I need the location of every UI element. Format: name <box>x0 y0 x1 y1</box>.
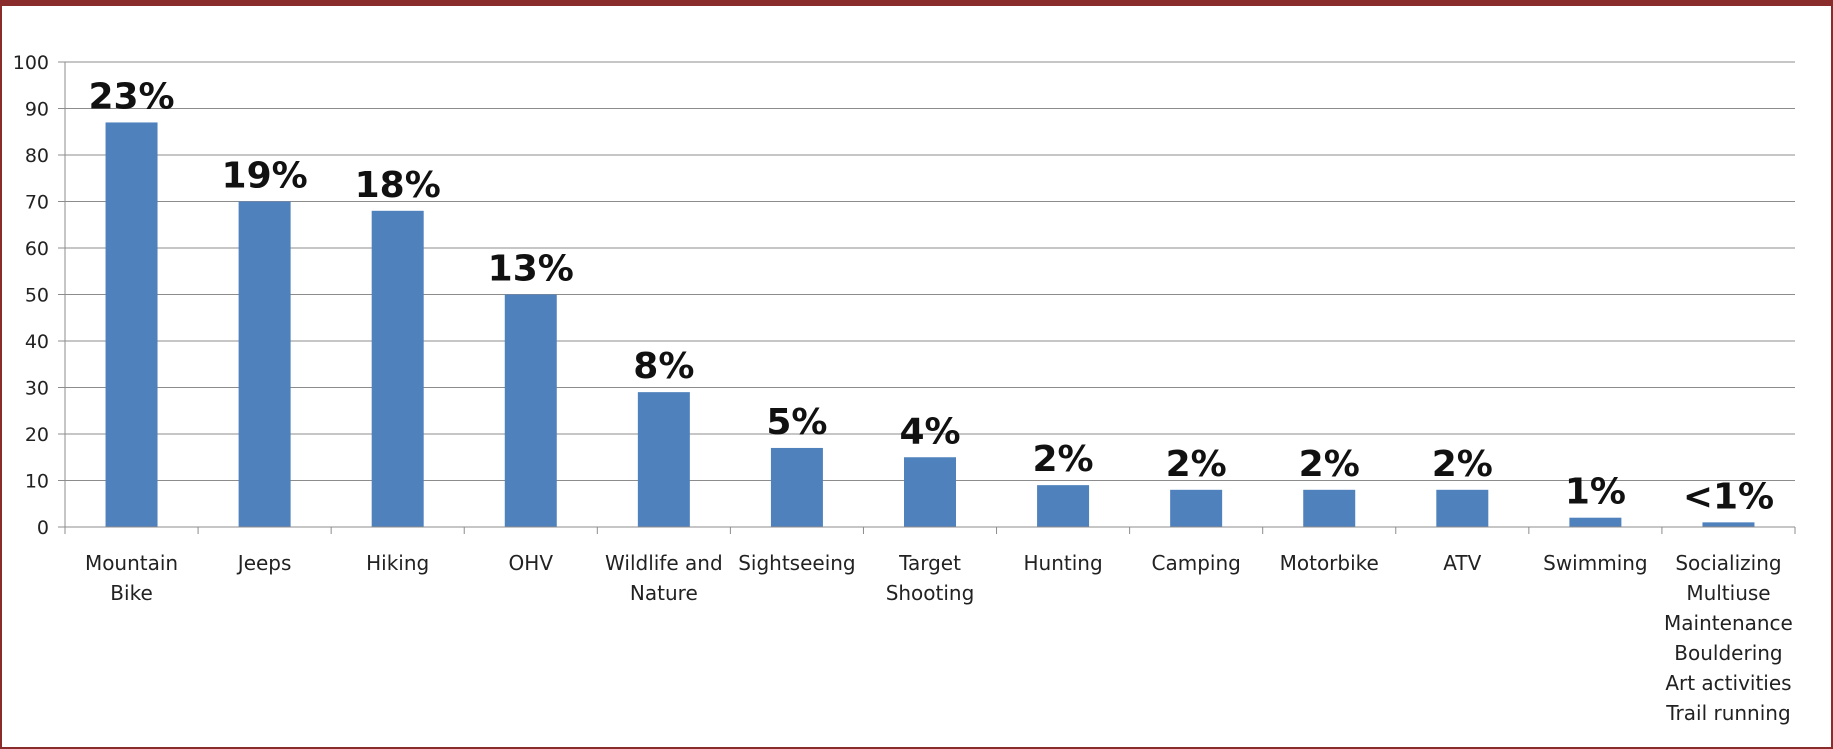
data-labels: 23% 19% 18% 13% 8% 5% 4% 2% 2% 2% 2% 1% <1% <box>88 76 1774 517</box>
x-category-label: Hunting <box>1023 551 1102 575</box>
x-category-label: Maintenance <box>1664 611 1793 635</box>
x-category-label: Jeeps <box>236 551 292 575</box>
bar <box>238 201 291 527</box>
x-category-label: Sightseeing <box>738 551 855 575</box>
data-label: 1% <box>1565 472 1626 513</box>
data-label: 5% <box>766 402 827 443</box>
bar <box>504 294 557 527</box>
bar <box>1702 522 1755 527</box>
x-category-label: Hiking <box>366 551 429 575</box>
data-label: 8% <box>633 346 694 387</box>
data-label: 13% <box>488 249 574 290</box>
x-category-label: Wildlife and <box>605 551 723 575</box>
bar <box>371 210 424 528</box>
x-category-label: Swimming <box>1543 551 1648 575</box>
data-label: <1% <box>1683 476 1774 517</box>
x-category-label: Shooting <box>886 581 975 605</box>
y-tick-label: 50 <box>25 285 49 307</box>
y-tick-label: 20 <box>25 424 49 446</box>
y-tick-label: 70 <box>25 192 49 214</box>
y-tick-label: 30 <box>25 378 49 400</box>
data-label: 2% <box>1299 444 1360 485</box>
y-tick-label: 10 <box>25 471 49 493</box>
x-category-label: Bike <box>110 581 152 605</box>
y-tick-label: 0 <box>37 517 49 539</box>
x-category-label: Camping <box>1151 551 1240 575</box>
y-tick-label: 60 <box>25 238 49 260</box>
x-category-label: Socializing <box>1675 551 1781 575</box>
y-axis-ticks: 0 10 20 30 40 50 60 70 80 90 100 <box>13 52 65 539</box>
x-category-label: Nature <box>630 581 698 605</box>
data-label: 2% <box>1432 444 1493 485</box>
x-category-label: Mountain <box>85 551 178 575</box>
x-category-label: Art activities <box>1665 671 1791 695</box>
data-label: 2% <box>1033 439 1094 480</box>
bar <box>637 392 690 527</box>
data-label: 19% <box>222 156 308 197</box>
x-axis-categories: Mountain Bike Jeeps Hiking OHV Wildlife and Na… <box>85 551 1793 725</box>
bar <box>904 457 956 527</box>
y-tick-label: 80 <box>25 145 49 167</box>
bar <box>770 447 823 527</box>
bar <box>1303 489 1356 527</box>
data-label: 4% <box>899 411 960 452</box>
data-label: 2% <box>1166 444 1227 485</box>
gridlines <box>65 61 1795 481</box>
x-category-label: Motorbike <box>1280 551 1379 575</box>
bar <box>1170 489 1223 527</box>
bars <box>105 122 1755 528</box>
x-category-label: OHV <box>509 551 554 575</box>
bar <box>1037 485 1090 527</box>
data-label: 18% <box>355 165 441 206</box>
data-label: 23% <box>88 76 174 117</box>
y-tick-label: 90 <box>25 99 49 121</box>
y-tick-label: 100 <box>13 52 49 74</box>
x-category-label: Trail running <box>1665 701 1790 725</box>
x-category-label: Multiuse <box>1686 581 1770 605</box>
y-tick-label: 40 <box>25 331 49 353</box>
bar <box>105 122 158 527</box>
x-category-label: Bouldering <box>1674 641 1782 665</box>
axes <box>64 62 1796 534</box>
bar <box>1569 517 1622 527</box>
x-category-label: Target <box>898 551 961 575</box>
x-category-label: ATV <box>1443 551 1481 575</box>
bar <box>1436 489 1489 527</box>
